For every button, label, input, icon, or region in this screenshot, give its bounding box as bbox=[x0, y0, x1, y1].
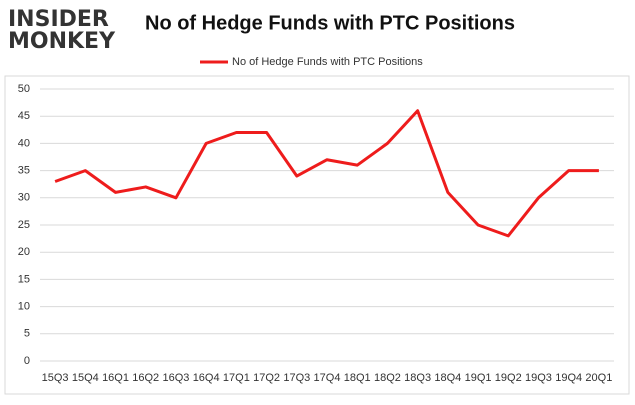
y-tick-label: 25 bbox=[18, 219, 30, 231]
x-tick-label: 19Q4 bbox=[555, 372, 582, 384]
x-tick-label: 17Q2 bbox=[253, 372, 280, 384]
x-tick-label: 17Q1 bbox=[223, 372, 250, 384]
y-tick-label: 20 bbox=[18, 246, 30, 258]
x-tick-label: 18Q2 bbox=[374, 372, 401, 384]
y-tick-label: 30 bbox=[18, 192, 30, 204]
x-tick-label: 18Q4 bbox=[434, 372, 461, 384]
chart-frame bbox=[4, 75, 630, 395]
x-tick-label: 19Q1 bbox=[465, 372, 492, 384]
x-tick-label: 17Q3 bbox=[283, 372, 310, 384]
legend-label: No of Hedge Funds with PTC Positions bbox=[232, 56, 423, 68]
x-tick-label: 15Q3 bbox=[42, 372, 69, 384]
x-tick-label: 16Q4 bbox=[193, 372, 220, 384]
x-tick-label: 18Q3 bbox=[404, 372, 431, 384]
x-tick-label: 16Q3 bbox=[162, 372, 189, 384]
y-tick-label: 45 bbox=[18, 110, 30, 122]
x-tick-label: 18Q1 bbox=[344, 372, 371, 384]
series-line bbox=[54, 109, 599, 238]
x-tick-label: 19Q3 bbox=[525, 372, 552, 384]
x-tick-label: 16Q2 bbox=[132, 372, 159, 384]
chart-title: No of Hedge Funds with PTC Positions bbox=[145, 12, 515, 34]
x-tick-label: 19Q2 bbox=[495, 372, 522, 384]
y-tick-label: 10 bbox=[18, 301, 30, 313]
y-tick-label: 35 bbox=[18, 165, 30, 177]
y-tick-label: 50 bbox=[18, 83, 30, 95]
y-tick-label: 5 bbox=[24, 328, 30, 340]
y-tick-label: 40 bbox=[18, 137, 30, 149]
x-tick-label: 16Q1 bbox=[102, 372, 129, 384]
x-tick-label: 20Q1 bbox=[585, 372, 612, 384]
y-tick-label: 15 bbox=[18, 273, 30, 285]
logo-top: INSIDER bbox=[8, 7, 109, 32]
x-tick-label: 17Q4 bbox=[314, 372, 341, 384]
y-tick-label: 0 bbox=[24, 355, 30, 367]
x-tick-label: 15Q4 bbox=[72, 372, 99, 384]
logo-bottom: MONKEY bbox=[8, 29, 116, 54]
